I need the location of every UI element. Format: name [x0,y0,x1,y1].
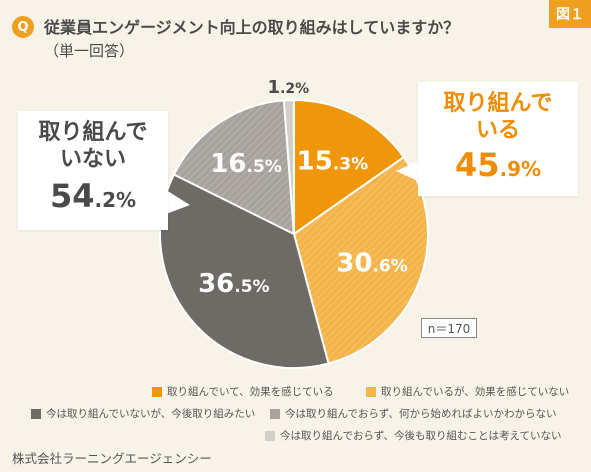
engaged-label-line2: いる [475,118,520,143]
slice-label-4: 16.5% [210,149,282,179]
not-engaged-label-line1: 取り組んで [38,120,148,145]
legend-label-5: 今は取り組んでおらず、今後も取り組むことは考えていない [280,430,562,442]
legend-label-4: 今は取り組んでおらず、何から始めればよいかわからない [285,408,557,420]
pie-slice-1 [293,98,406,236]
pie-slice-hatch-4 [173,100,294,234]
question-badge: Q [12,16,34,38]
not-engaged-percent-int: 54 [49,177,95,215]
legend-swatch-1 [152,386,162,397]
pie-slice-hatch-2 [294,157,428,364]
legend-swatch-5 [265,430,275,441]
legend-swatch-2 [366,386,376,397]
company-name: 株式会社ラーニングエージェンシー [12,451,212,466]
figure-tag: 図１ [549,0,591,28]
engaged-percent-dec: .9% [499,157,542,181]
engaged-label: 取り組んで いる [418,90,578,144]
pie-slice-5 [282,98,295,235]
legend-swatch-4 [270,408,280,419]
legend-item-3: 今は取り組んでいないが、今後取り組みたい [31,406,255,421]
slice-label-2: 30.6% [336,248,408,278]
slice-label-5: 1.2% [268,77,310,98]
engaged-percent-int: 45 [454,146,500,184]
legend-item-4: 今は取り組んでおらず、何から始めればよいかわからない [270,406,557,421]
legend-item-5: 今は取り組んでおらず、今後も取り組むことは考えていない [265,428,562,443]
engaged-label-line1: 取り組んで [443,91,553,116]
slice-label-1: 15.3% [297,146,369,176]
question-subtitle: （単一回答） [44,42,135,60]
slice-label-3: 36.5% [198,269,270,299]
not-engaged-label-line2: いない [59,147,126,172]
legend-label-1: 取り組んでいて、効果を感じている [167,386,334,398]
legend-item-2: 取り組んでいるが、効果を感じていない [366,384,569,399]
engaged-callout: 取り組んで いる 45.9% [418,82,578,196]
sample-size-box: n＝170 [421,318,477,338]
question-title: 従業員エンゲージメント向上の取り組みはしていますか？ [44,18,460,37]
not-engaged-label: 取り組んで いない [18,119,168,173]
legend-swatch-3 [31,408,41,419]
right-callout-pointer [396,160,420,182]
not-engaged-percent: 54.2% [18,177,168,215]
not-engaged-percent-dec: .2% [94,188,137,212]
not-engaged-callout: 取り組んで いない 54.2% [18,111,168,230]
engaged-percent: 45.9% [418,146,578,184]
legend-item-1: 取り組んでいて、効果を感じている [152,384,334,399]
legend-label-3: 今は取り組んでいないが、今後取り組みたい [46,408,256,420]
left-callout-pointer [166,190,190,214]
legend-label-2: 取り組んでいるが、効果を感じていない [381,386,570,398]
